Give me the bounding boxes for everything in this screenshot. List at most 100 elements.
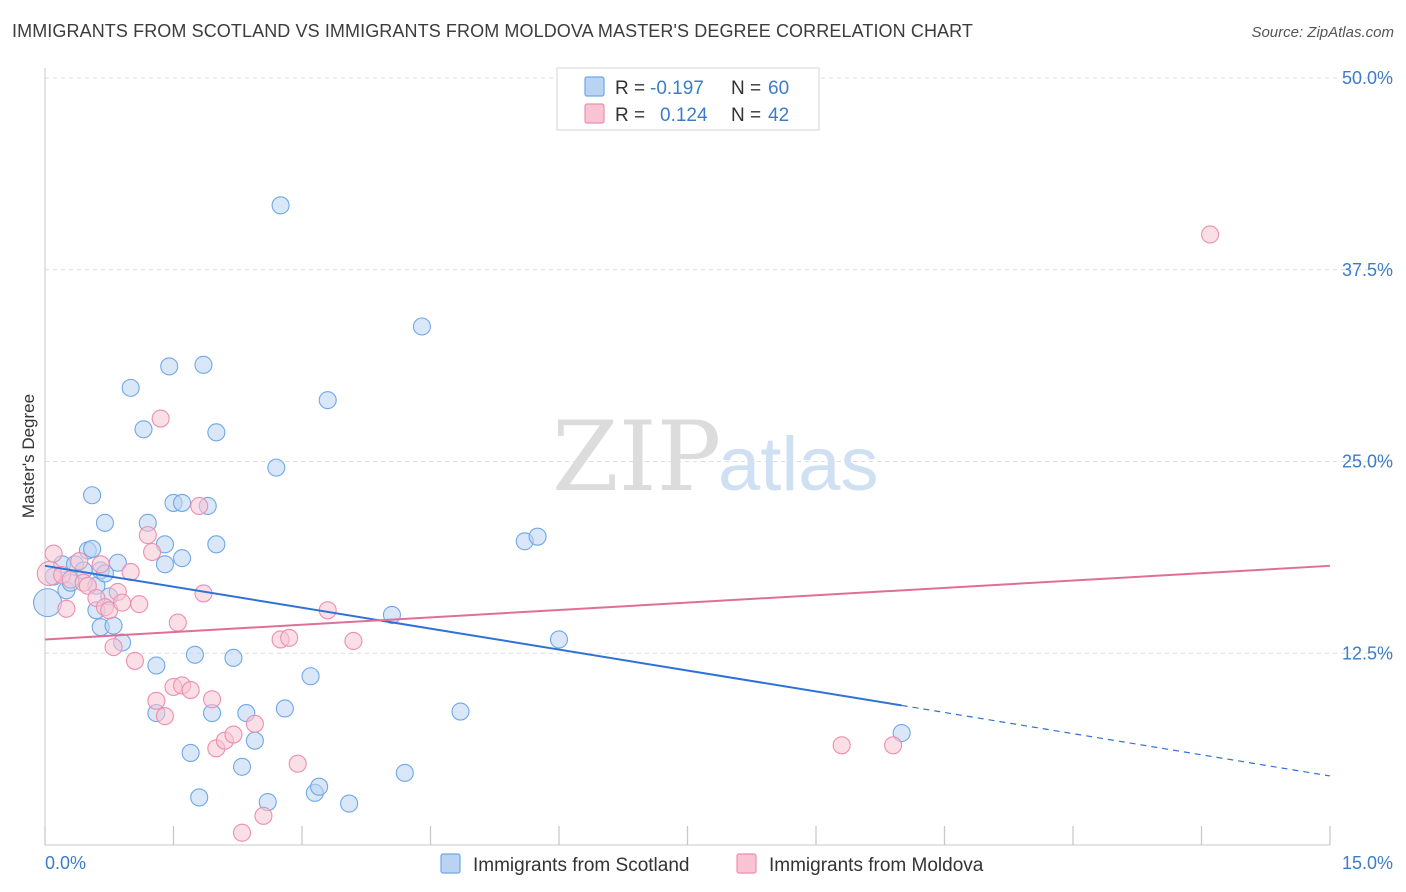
trend-line-0 [44, 564, 902, 707]
legend-n-label-2: N = [731, 105, 761, 126]
data-point [181, 681, 200, 700]
data-point [275, 699, 294, 718]
data-point [301, 667, 320, 686]
legend-n-value-2: 42 [768, 105, 789, 126]
data-point [83, 539, 102, 558]
y-tick-label-1: 25.0% [1342, 452, 1393, 472]
data-point [130, 595, 149, 614]
data-point [138, 526, 157, 545]
data-point [207, 423, 226, 442]
data-point [160, 357, 179, 376]
gridlines [45, 77, 1392, 654]
data-point [121, 378, 140, 397]
data-point [134, 420, 153, 439]
watermark: ZIP atlas [552, 401, 879, 513]
data-point [83, 486, 102, 505]
legend-n-value-1: 60 [768, 78, 789, 99]
chart-title: IMMIGRANTS FROM SCOTLAND VS IMMIGRANTS F… [12, 21, 974, 41]
watermark-atlas: atlas [718, 422, 879, 507]
data-point [254, 806, 273, 825]
source-credit: Source: ZipAtlas.com [1251, 24, 1394, 41]
data-point [892, 723, 911, 743]
data-point [91, 555, 110, 574]
watermark-zip: ZIP [552, 401, 721, 513]
legend-swatch-scotland [584, 76, 605, 97]
data-point [168, 613, 187, 632]
legend-r-label-2: R = [615, 105, 645, 126]
data-point [267, 458, 286, 477]
data-point [549, 630, 569, 649]
data-point [44, 544, 63, 563]
data-point [288, 754, 307, 773]
data-point [151, 409, 170, 428]
data-point [232, 823, 252, 842]
trend-line-1 [44, 564, 1331, 641]
x-tick-label-1: 15.0% [1342, 853, 1393, 873]
data-points [33, 196, 1220, 842]
data-point [451, 702, 470, 721]
data-point [224, 725, 243, 744]
y-tick-label-0: 12.5% [1342, 643, 1393, 663]
series-label-moldova: Immigrants from Moldova [769, 855, 984, 876]
data-point [340, 794, 359, 813]
legend-swatch-moldova [584, 103, 605, 124]
axes [44, 68, 1331, 846]
y-tick-label-2: 37.5% [1342, 260, 1393, 280]
data-point [125, 651, 144, 670]
x-tick-labels: 0.0% 15.0% [45, 853, 1393, 873]
trend-line-extension-0 [901, 704, 1331, 777]
data-point [95, 513, 115, 532]
legend-n-label-1: N = [731, 78, 761, 99]
x-tick-label-0: 0.0% [45, 853, 86, 873]
data-point [271, 196, 290, 215]
data-point [155, 555, 174, 574]
y-axis-title: Master's Degree [19, 394, 38, 518]
data-point [173, 549, 192, 568]
legend-r-value-1: -0.197 [650, 78, 704, 99]
data-point [832, 736, 851, 755]
legend-r-value-2: 0.124 [660, 105, 708, 126]
correlation-legend: R = -0.197 N = 60 R = 0.124 N = 42 [556, 67, 820, 131]
data-point [344, 631, 363, 651]
y-tick-labels: 12.5% 25.0% 37.5% 50.0% [1342, 68, 1393, 663]
data-point [147, 691, 166, 710]
data-point [232, 757, 252, 776]
data-point [181, 743, 200, 763]
series-legend: Immigrants from Scotland Immigrants from… [440, 853, 984, 876]
data-point [245, 714, 264, 733]
y-tick-label-3: 50.0% [1342, 68, 1393, 88]
data-point [310, 777, 329, 796]
series-swatch-scotland [440, 853, 461, 874]
data-point [33, 588, 63, 618]
data-point [113, 593, 132, 612]
data-point [318, 391, 337, 410]
data-point [395, 763, 414, 782]
data-point [194, 355, 213, 374]
data-point [78, 576, 97, 595]
trend-lines [44, 564, 1331, 777]
data-point [1201, 225, 1220, 244]
data-point [224, 648, 243, 667]
data-point [104, 638, 123, 657]
data-point [207, 535, 226, 554]
data-point [173, 493, 192, 512]
data-point [190, 788, 209, 807]
data-point [147, 656, 166, 675]
data-point [70, 552, 89, 571]
data-point [412, 317, 431, 336]
data-point [245, 731, 264, 750]
data-point [104, 616, 123, 635]
data-point [57, 599, 76, 618]
legend-r-label-1: R = [615, 78, 645, 99]
data-point [190, 496, 209, 516]
series-swatch-moldova [736, 853, 757, 874]
data-point [143, 542, 162, 562]
data-point [185, 645, 204, 664]
series-label-scotland: Immigrants from Scotland [473, 855, 689, 876]
data-point [203, 690, 222, 709]
data-point [280, 628, 299, 647]
data-point [528, 527, 547, 546]
data-point [884, 736, 903, 755]
data-point [155, 707, 174, 726]
